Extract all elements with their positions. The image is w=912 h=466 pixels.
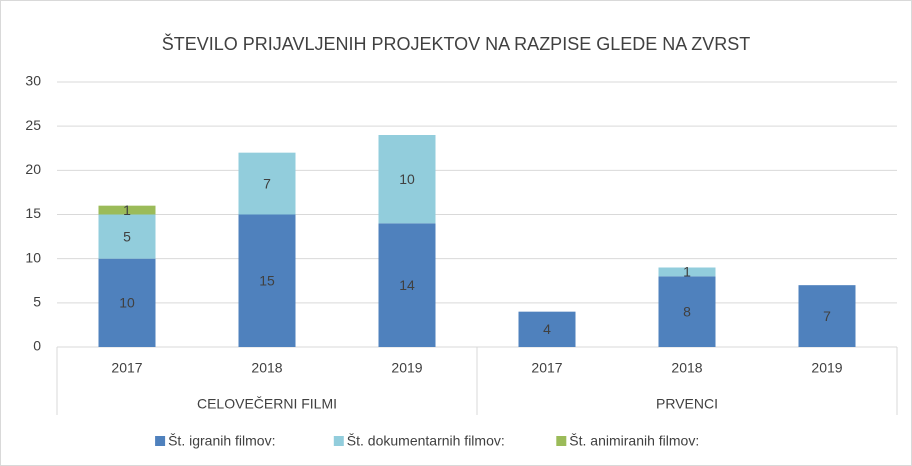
data-label: 10 (119, 295, 135, 311)
data-label: 1 (683, 264, 691, 280)
x-tick-label: 2017 (531, 360, 562, 376)
bar-segment (98, 214, 156, 259)
bar-segment (658, 276, 716, 347)
x-tick-label: 2018 (251, 360, 282, 376)
data-label: 5 (123, 228, 131, 244)
data-label: 1 (123, 202, 131, 218)
data-label: 4 (543, 321, 551, 337)
data-label: 15 (259, 272, 275, 288)
x-tick-label: 2017 (111, 360, 142, 376)
bar-segment (518, 311, 576, 347)
bar-segment (238, 214, 296, 347)
group-label: PRVENCI (656, 396, 718, 412)
bar-segment (378, 135, 436, 224)
data-label: 14 (399, 277, 415, 293)
bar-segment (98, 258, 156, 347)
bar-segment (378, 223, 436, 347)
y-tick-label: 30 (25, 73, 41, 89)
legend-label: Št. animiranih filmov: (569, 433, 699, 449)
x-tick-label: 2019 (811, 360, 842, 376)
bar-segment (798, 285, 856, 347)
chart-title: ŠTEVILO PRIJAVLJENIH PROJEKTOV NA RAZPIS… (162, 33, 751, 54)
y-tick-label: 5 (33, 294, 41, 310)
legend-swatch (333, 436, 344, 446)
legend-label: Št. igranih filmov: (168, 433, 275, 449)
legend-swatch (556, 436, 567, 446)
bar-segment (658, 267, 716, 277)
data-label: 8 (683, 303, 691, 319)
legend-swatch (155, 436, 166, 446)
data-label: 7 (263, 175, 271, 191)
x-tick-label: 2018 (671, 360, 702, 376)
y-tick-label: 10 (25, 249, 41, 265)
data-label: 10 (399, 171, 415, 187)
group-label: CELOVEČERNI FILMI (197, 396, 337, 412)
x-tick-label: 2019 (391, 360, 422, 376)
y-tick-label: 25 (25, 117, 41, 133)
y-tick-label: 20 (25, 161, 41, 177)
y-tick-label: 0 (33, 338, 41, 354)
bar-segment (98, 205, 156, 215)
legend-label: Št. dokumentarnih filmov: (347, 433, 505, 449)
y-tick-label: 15 (25, 205, 41, 221)
bar-segment (238, 152, 296, 215)
data-label: 7 (823, 308, 831, 324)
